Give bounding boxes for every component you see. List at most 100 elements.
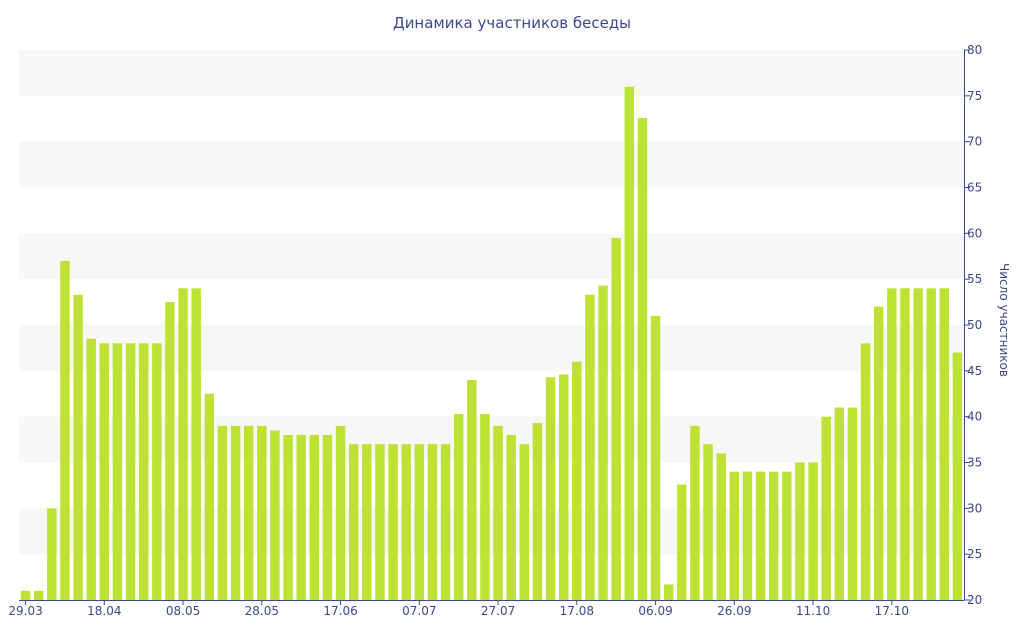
bar[interactable] [952, 352, 963, 601]
bar[interactable] [60, 260, 70, 600]
bar[interactable] [847, 407, 858, 601]
bar[interactable] [335, 425, 346, 600]
bar[interactable] [375, 444, 385, 600]
bar[interactable] [270, 430, 280, 600]
grid-bands [19, 50, 964, 555]
y-axis-label: Число участников [997, 263, 1011, 377]
bar[interactable] [913, 288, 923, 600]
bar[interactable] [650, 315, 661, 600]
grid-band [19, 233, 964, 280]
bar[interactable] [401, 444, 411, 600]
x-tick-label: 17.06 [323, 604, 357, 618]
bar[interactable] [834, 407, 845, 601]
x-tick-label: 07.07 [402, 604, 436, 618]
bars [20, 86, 963, 601]
bar[interactable] [860, 343, 871, 600]
bar[interactable] [414, 444, 425, 600]
bar[interactable] [204, 393, 215, 600]
bar[interactable] [598, 285, 608, 600]
bar[interactable] [47, 508, 57, 600]
bar[interactable] [663, 584, 674, 600]
bar[interactable] [283, 435, 293, 600]
bar[interactable] [73, 294, 83, 600]
y-tick-label: 25 [967, 547, 982, 561]
bar[interactable] [900, 288, 910, 600]
y-tick-label: 35 [967, 456, 982, 470]
y-tick-label: 55 [967, 272, 982, 286]
bar[interactable] [532, 423, 543, 600]
x-tick-label: 29.03 [8, 604, 42, 618]
bar[interactable] [309, 435, 320, 600]
bar[interactable] [191, 288, 201, 600]
x-tick-label: 08.05 [166, 604, 200, 618]
bar[interactable] [178, 288, 188, 600]
x-tick-label: 26.09 [717, 604, 751, 618]
bar[interactable] [782, 471, 792, 600]
x-tick-label: 28.05 [245, 604, 279, 618]
bar[interactable] [519, 444, 530, 600]
bar[interactable] [572, 361, 582, 600]
bar[interactable] [388, 444, 398, 600]
x-axis-ticks: 29.03 18.04 08.05 28.05 17.06 07.07 27.07 17.08… [8, 600, 909, 618]
y-tick-label: 50 [967, 318, 982, 332]
bar[interactable] [795, 462, 805, 601]
bar[interactable] [480, 413, 490, 600]
x-tick-label: 18.04 [87, 604, 121, 618]
bar[interactable] [86, 338, 96, 600]
grid-band [19, 325, 964, 371]
bar[interactable] [230, 425, 241, 600]
bar[interactable] [887, 288, 897, 600]
bar[interactable] [926, 288, 936, 600]
bar[interactable] [99, 343, 110, 600]
bar[interactable] [453, 413, 464, 600]
bar[interactable] [20, 590, 31, 600]
bar[interactable] [257, 425, 267, 600]
x-tick-label: 17.08 [560, 604, 594, 618]
y-tick-label: 45 [967, 364, 982, 378]
bar[interactable] [729, 471, 740, 600]
bar[interactable] [467, 380, 477, 600]
bar[interactable] [296, 435, 306, 600]
bar[interactable] [873, 306, 884, 600]
bar[interactable] [493, 425, 503, 600]
bar[interactable] [755, 471, 766, 600]
bar[interactable] [217, 425, 228, 600]
bar[interactable] [362, 444, 372, 600]
bar[interactable] [152, 343, 162, 600]
bar[interactable] [138, 343, 149, 600]
grid-band [19, 141, 964, 188]
bar[interactable] [33, 590, 44, 600]
bar[interactable] [348, 444, 359, 600]
bar[interactable] [165, 302, 175, 600]
x-tick-label: 06.09 [638, 604, 672, 618]
bar[interactable] [808, 462, 818, 601]
y-tick-label: 40 [967, 410, 982, 424]
bar[interactable] [690, 425, 700, 600]
y-axis-ticks: 20 25 30 35 40 45 50 55 60 65 70 75 80 [964, 43, 982, 607]
bar[interactable] [637, 117, 648, 600]
bar[interactable] [506, 435, 516, 600]
bar[interactable] [545, 377, 556, 600]
bar[interactable] [624, 86, 635, 600]
bar[interactable] [585, 294, 595, 600]
y-tick-label: 75 [967, 89, 982, 103]
bar[interactable] [716, 453, 726, 600]
bar[interactable] [558, 374, 569, 601]
y-tick-label: 20 [967, 593, 982, 607]
bar[interactable] [939, 288, 950, 600]
bar[interactable] [125, 343, 136, 600]
bar[interactable] [440, 444, 451, 600]
bar[interactable] [112, 343, 123, 600]
bar[interactable] [768, 471, 779, 600]
bar[interactable] [821, 416, 831, 600]
bar[interactable] [677, 484, 687, 601]
y-tick-label: 60 [967, 226, 982, 240]
bar[interactable] [322, 435, 333, 600]
bar[interactable] [611, 237, 621, 600]
bar[interactable] [703, 444, 713, 600]
bar[interactable] [243, 425, 254, 600]
bar[interactable] [742, 471, 753, 600]
x-tick-label: 27.07 [481, 604, 515, 618]
bar[interactable] [427, 444, 438, 600]
